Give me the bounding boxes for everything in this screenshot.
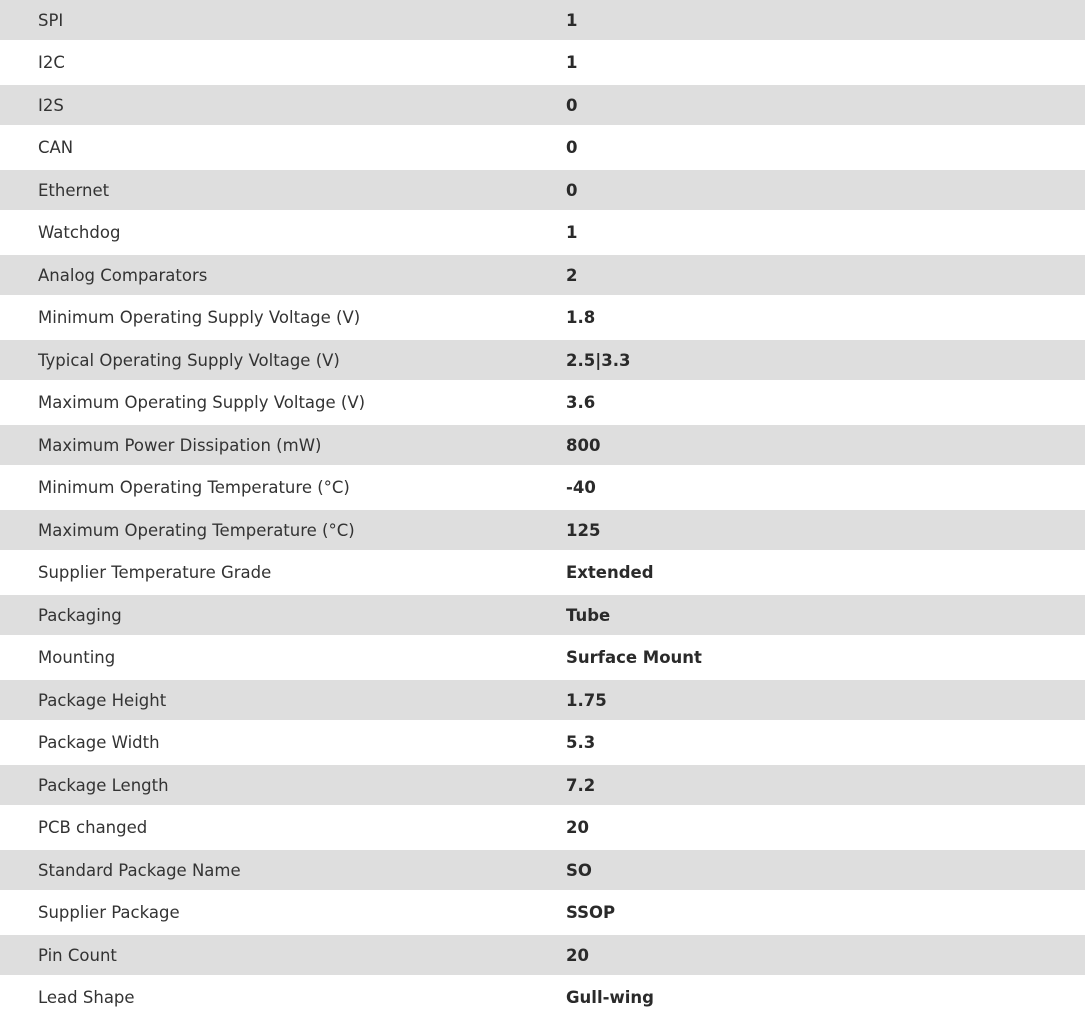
spec-value: 5.3 (566, 733, 596, 752)
spec-label: Mounting (38, 648, 116, 667)
spec-label: Watchdog (38, 223, 121, 242)
spec-label: Maximum Operating Supply Voltage (V) (38, 393, 366, 412)
spec-row: Supplier Temperature Grade Extended (0, 550, 1085, 595)
spec-row: Packaging Tube (0, 595, 1085, 635)
spec-label: Pin Count (38, 945, 117, 965)
spec-label: I2C (38, 53, 65, 72)
spec-value: 3.6 (566, 393, 596, 412)
spec-row: Pin Count 20 (0, 935, 1085, 975)
spec-row: Supplier Package SSOP (0, 890, 1085, 935)
spec-label: CAN (38, 138, 74, 157)
spec-value: 800 (566, 435, 601, 455)
spec-value: -40 (566, 478, 596, 497)
spec-label: Typical Operating Supply Voltage (V) (38, 350, 340, 370)
spec-label: SPI (38, 10, 64, 30)
spec-label: Maximum Power Dissipation (mW) (38, 435, 322, 455)
spec-value: 7.2 (566, 775, 596, 795)
spec-row: Mounting Surface Mount (0, 635, 1085, 680)
spec-row: I2C 1 (0, 40, 1085, 85)
spec-row: Watchdog 1 (0, 210, 1085, 255)
spec-value: 0 (566, 138, 578, 157)
spec-value: 2.5|3.3 (566, 350, 631, 370)
spec-value: SO (566, 860, 592, 880)
spec-value: SSOP (566, 903, 616, 922)
spec-value: 1.75 (566, 690, 607, 710)
spec-label: I2S (38, 95, 64, 115)
spec-row: SPI 1 (0, 0, 1085, 40)
spec-row: PCB changed 20 (0, 805, 1085, 850)
spec-value: 20 (566, 818, 589, 837)
spec-value: Tube (566, 605, 611, 625)
spec-row: Maximum Power Dissipation (mW) 800 (0, 425, 1085, 465)
spec-label: Supplier Temperature Grade (38, 563, 272, 582)
spec-label: Packaging (38, 605, 122, 625)
spec-row: Minimum Operating Supply Voltage (V) 1.8 (0, 295, 1085, 340)
spec-value: 1 (566, 223, 578, 242)
spec-row: Analog Comparators 2 (0, 255, 1085, 295)
spec-row: I2S 0 (0, 85, 1085, 125)
spec-value: Surface Mount (566, 648, 702, 667)
spec-row: Standard Package Name SO (0, 850, 1085, 890)
spec-value: 1 (566, 53, 578, 72)
spec-value: 2 (566, 265, 578, 285)
spec-label: Maximum Operating Temperature (°C) (38, 520, 355, 540)
spec-label: Package Width (38, 733, 160, 752)
spec-label: Ethernet (38, 180, 110, 200)
spec-row: Typical Operating Supply Voltage (V) 2.5|… (0, 340, 1085, 380)
spec-value: 1 (566, 10, 578, 30)
spec-row: Package Width 5.3 (0, 720, 1085, 765)
spec-row: Minimum Operating Temperature (°C) -40 (0, 465, 1085, 510)
spec-row: Maximum Operating Temperature (°C) 125 (0, 510, 1085, 550)
spec-row: Package Length 7.2 (0, 765, 1085, 805)
spec-label: PCB changed (38, 818, 148, 837)
spec-label: Analog Comparators (38, 265, 208, 285)
spec-row: Ethernet 0 (0, 170, 1085, 210)
spec-row: Lead Shape Gull-wing (0, 975, 1085, 1020)
spec-value: 0 (566, 180, 578, 200)
spec-label: Package Length (38, 775, 169, 795)
spec-label: Minimum Operating Temperature (°C) (38, 478, 350, 497)
spec-label: Lead Shape (38, 988, 135, 1007)
spec-row: CAN 0 (0, 125, 1085, 170)
spec-value: 0 (566, 95, 578, 115)
spec-row: Package Height 1.75 (0, 680, 1085, 720)
spec-label: Package Height (38, 690, 167, 710)
spec-value: 1.8 (566, 308, 596, 327)
spec-value: 125 (566, 520, 601, 540)
spec-value: 20 (566, 945, 589, 965)
spec-label: Minimum Operating Supply Voltage (V) (38, 308, 361, 327)
spec-value: Gull-wing (566, 988, 654, 1007)
spec-label: Supplier Package (38, 903, 180, 922)
spec-value: Extended (566, 563, 654, 582)
spec-label: Standard Package Name (38, 860, 241, 880)
spec-row: Maximum Operating Supply Voltage (V) 3.6 (0, 380, 1085, 425)
